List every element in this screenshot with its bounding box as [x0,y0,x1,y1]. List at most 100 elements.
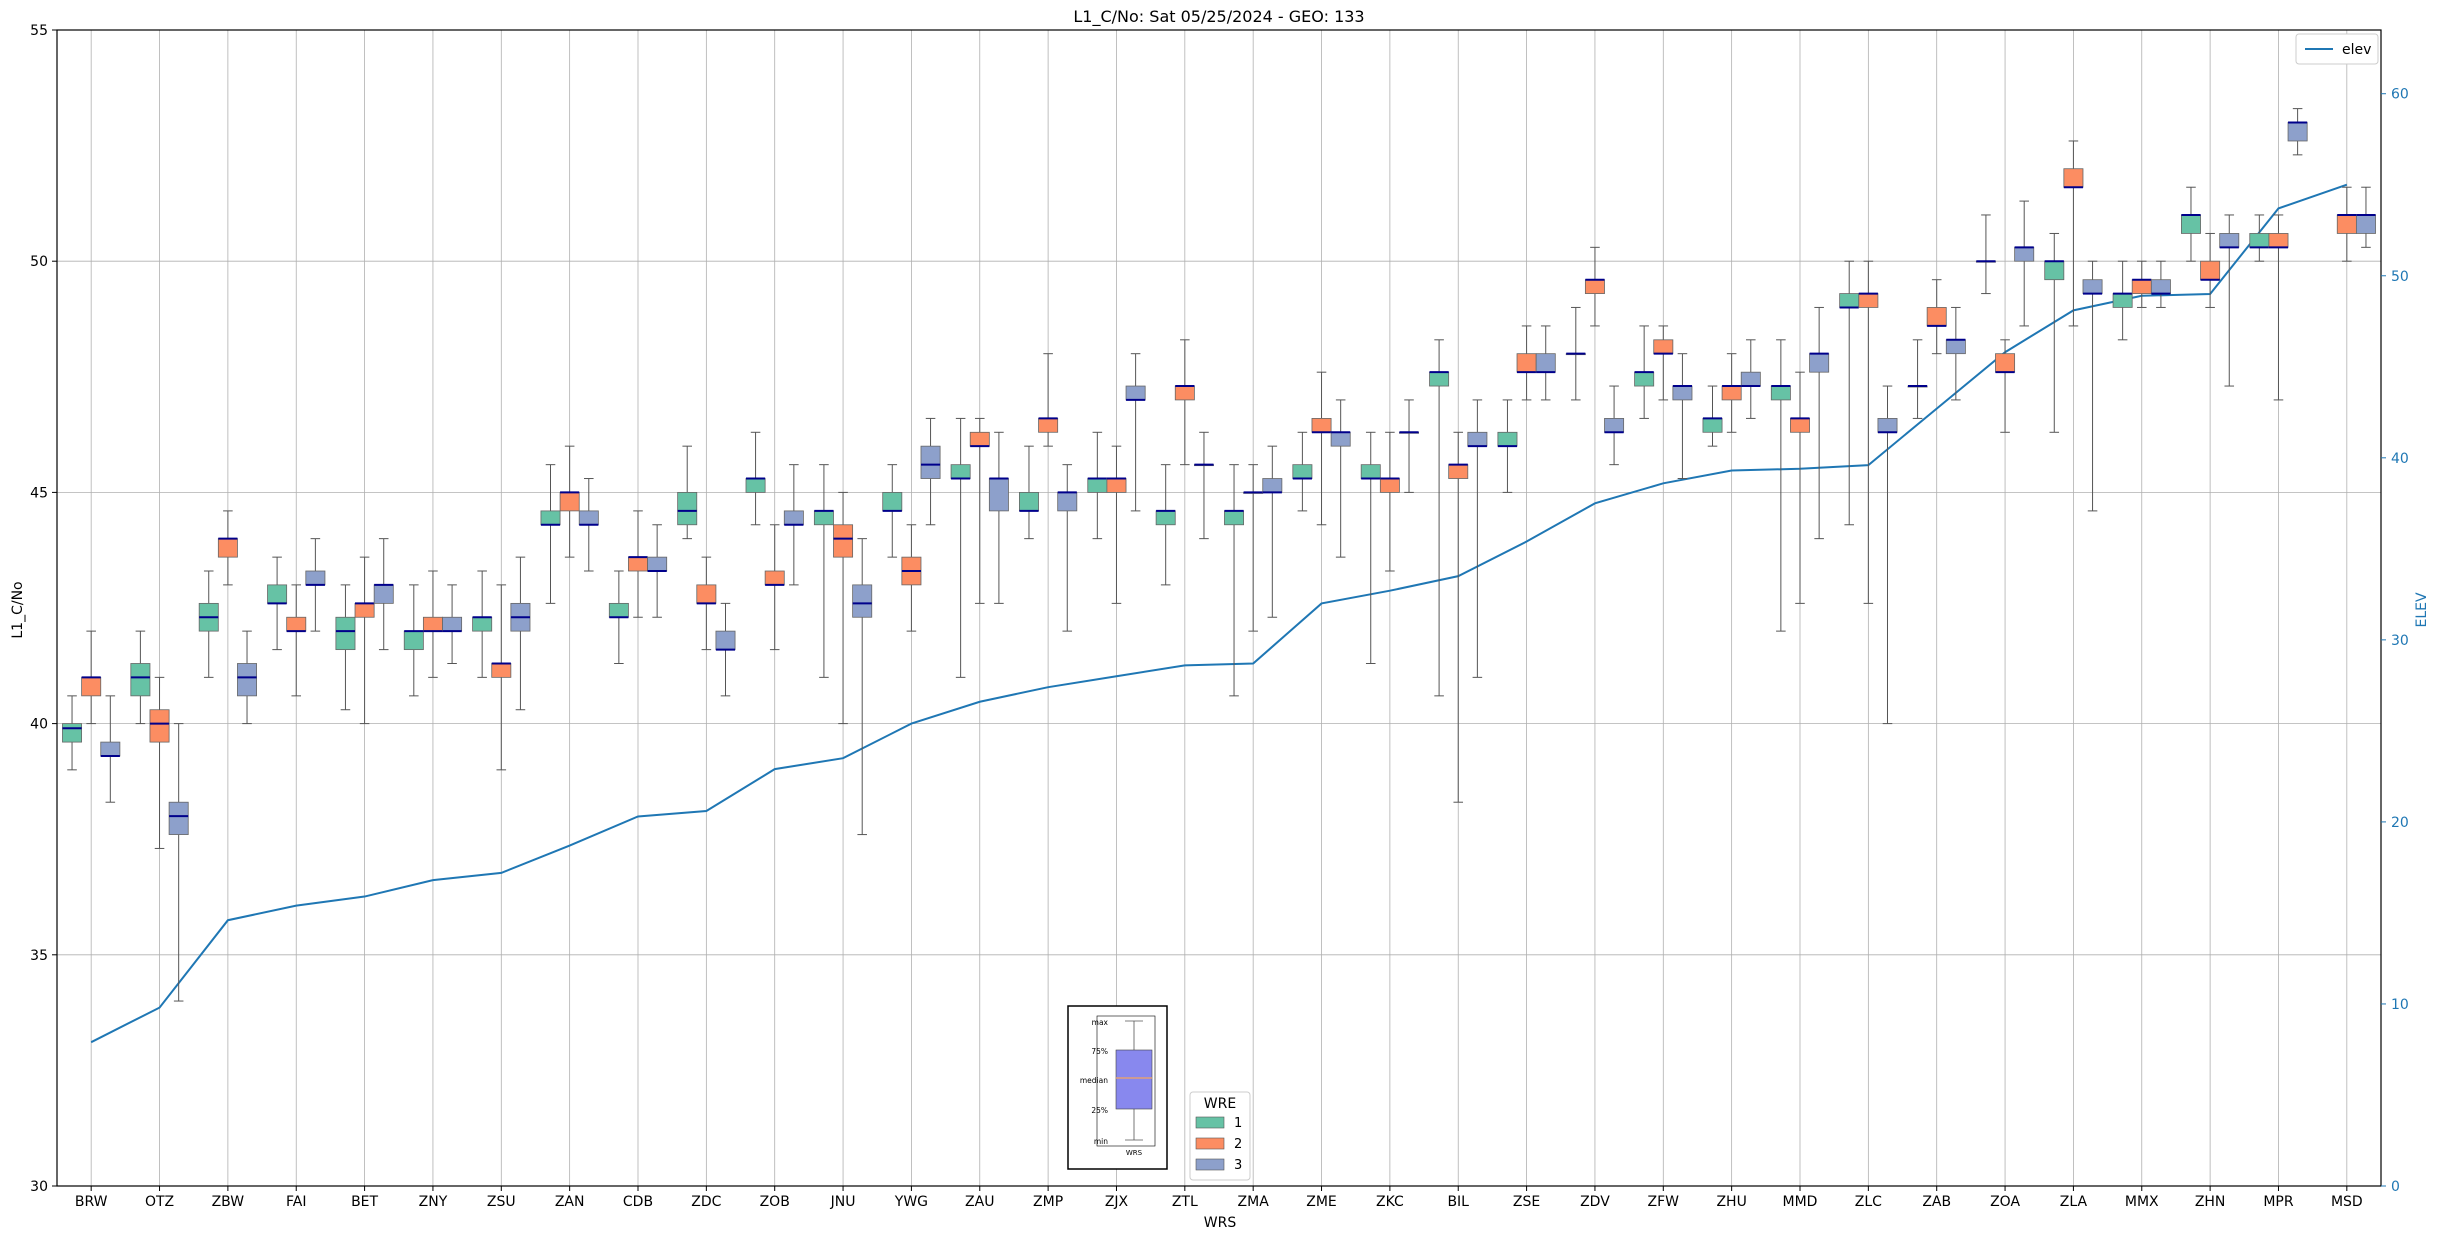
box-iqr [1497,431,1518,447]
box-ZOA-2 [1995,339,2016,433]
box-ZLC-1 [1839,260,1860,526]
x-tick-label-ZAU: ZAU [965,1194,994,1210]
x-tick-label-ZKC: ZKC [1376,1194,1404,1210]
box-iqr [81,676,102,697]
x-tick-label-ZAB: ZAB [1922,1194,1951,1210]
box-ZJX-2 [1106,445,1127,604]
box-ZDC-1 [677,445,698,540]
box-ZME-3 [1330,399,1351,558]
box-iqr [2014,246,2035,262]
box-iqr [2200,260,2221,281]
box-BIL-3 [1467,399,1488,678]
x-tick-label-ZSE: ZSE [1513,1194,1540,1210]
box-iqr [1467,431,1488,447]
box-MMD-2 [1790,371,1810,604]
box-iqr [1155,510,1176,526]
box-ZOA-1 [1975,214,1996,295]
wre-legend-label-3: 3 [1234,1158,1242,1173]
box-MMD-3 [1809,306,1830,540]
x-tick-label-BRW: BRW [75,1194,108,1210]
box-iqr [578,510,599,526]
x-tick-label-JNU: JNU [830,1194,856,1210]
box-iqr [950,464,971,479]
y2-axis-label: ELEV [2414,592,2430,627]
box-ZDC-2 [696,556,717,651]
box-iqr [1038,418,1059,433]
box-ZFW-3 [1672,353,1693,480]
elev-legend-frame [2295,33,2379,65]
key-label-q1: 25% [1091,1106,1108,1115]
x-axis-label: WRS [1204,1215,1237,1231]
x-tick-label-ZHN: ZHN [2195,1194,2226,1210]
wre-legend-label-2: 2 [1234,1137,1242,1152]
box-MPR-3 [2287,108,2308,156]
box-iqr [2219,233,2240,248]
box-iqr [1019,491,1039,512]
box-ZME-1 [1292,431,1313,512]
key-inner-frame [1096,1015,1156,1147]
box-iqr [647,556,668,572]
wre-legend-frame [1189,1091,1251,1181]
box-iqr [2131,279,2152,294]
key-box [1115,1049,1153,1110]
box-iqr [628,556,648,572]
y-axis-label: L1_C/No [10,581,26,638]
x-tick-label-ZHU: ZHU [1716,1194,1746,1210]
box-iqr [491,663,512,678]
box-BIL-1 [1429,339,1450,697]
y-tick-label-55: 55 [30,23,48,39]
box-iqr [1672,385,1693,401]
box-iqr [62,723,83,743]
wre-legend-swatch-1 [1195,1116,1225,1129]
box-JNU-1 [813,464,834,678]
box-iqr [1224,510,1245,526]
box-iqr [2336,214,2357,234]
box-iqr [267,584,288,604]
key-label-q3: 75% [1091,1047,1108,1056]
y2-tick-label-60: 60 [2391,87,2409,103]
box-iqr [2082,279,2103,294]
box-ZBW-2 [217,510,238,586]
y2-tick-label-0: 0 [2391,1179,2400,1195]
x-tick-label-ZAN: ZAN [555,1194,585,1210]
chart-title: L1_C/No: Sat 05/25/2024 - GEO: 133 [1073,7,1364,27]
box-iqr [373,584,394,604]
box-ZBW-3 [237,630,257,725]
box-iqr [540,510,561,526]
box-ZSU-3 [510,556,531,711]
box-iqr [217,538,238,558]
box-ZHU-3 [1740,339,1761,419]
box-MPR-2 [2268,214,2289,401]
box-ZMA-2 [1243,464,1264,632]
box-iqr [335,616,356,651]
x-tick-label-ZJX: ZJX [1105,1194,1129,1210]
box-iqr [745,478,766,493]
x-tick-label-ZMP: ZMP [1033,1194,1063,1210]
box-ZMP-2 [1038,353,1059,447]
box-iqr [168,801,189,835]
wre-legend-swatch-3 [1195,1158,1225,1171]
box-CDB-1 [608,570,629,664]
x-tick-label-ZBW: ZBW [212,1194,245,1210]
box-ZAU-2 [969,417,990,604]
box-MSD-2 [2336,186,2357,262]
box-CDB-2 [628,510,648,618]
y2-tick-label-40: 40 [2391,451,2409,467]
box-ZOB-3 [783,464,804,586]
box-YWG-2 [901,524,922,632]
box-ZMA-3 [1262,445,1283,618]
box-ZBW-1 [198,570,219,678]
box-iqr [1858,293,1879,308]
x-tick-label-MSD: MSD [2331,1194,2363,1210]
box-iqr [677,491,698,526]
elev-legend: elev [2295,33,2379,65]
box-ZLA-2 [2063,140,2084,327]
box-iqr [1839,293,1860,308]
x-tick-label-BET: BET [351,1194,378,1210]
box-OTZ-2 [149,676,170,849]
box-ZTL-3 [1193,431,1214,540]
box-ZLA-1 [2044,232,2065,433]
box-BRW-3 [100,695,121,803]
box-ZHN-3 [2219,214,2240,387]
box-iqr [1125,385,1146,401]
